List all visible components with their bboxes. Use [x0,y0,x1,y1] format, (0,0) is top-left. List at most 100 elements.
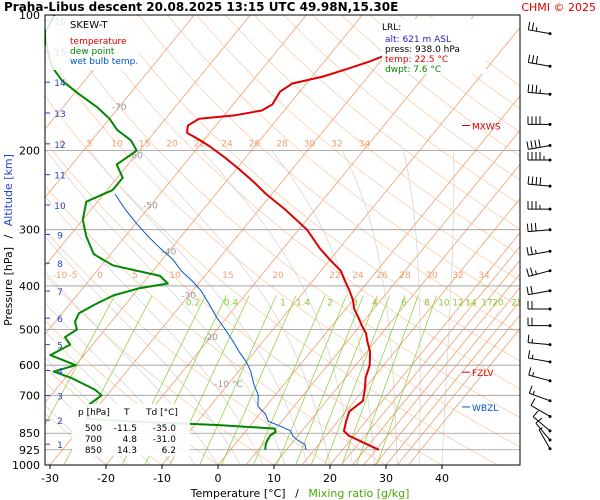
altitude-tick-label: 2 [57,417,63,427]
mixing-ratio-label: 20 [492,298,504,308]
mixing-ratio-label: 10 [438,298,450,308]
temperature-tick-label: 20 [323,472,337,485]
wind-barb [526,246,552,256]
wind-barb-staff [530,405,551,417]
x-axis-label: Temperature [°C] / Mixing ratio [g/kg] [190,487,410,500]
wind-barb [527,84,552,96]
wind-barb-staff [532,416,551,432]
legend-heading: SKEW-T [70,20,108,31]
y-axis-label: Pressure [hPa] / Altitude [km] [2,154,15,326]
isotherm [45,15,195,199]
mixing-ratio-line [253,295,326,465]
mixing-ratio-label: 0.4 [224,298,239,308]
mixing-ratio-label: 17 [481,298,492,308]
plot-background [45,15,520,465]
altitude-tick-label: 9 [57,232,63,242]
mixing-ratio-label: 2 [327,298,333,308]
isotherm-label: 30 [304,139,316,149]
wind-barb-dot [548,307,552,311]
legend-wetbulb: wet bulb temp. [70,57,138,67]
wind-barbs [526,21,552,451]
altitude-tick-label: 14 [54,79,66,89]
pressure-tick: 300 [19,224,40,237]
wind-barb-feather [527,350,531,359]
wind-barb-staff [528,374,551,382]
wind-barb-dot [548,144,552,148]
pressure-tick: 400 [19,280,40,293]
isotherm [45,15,363,404]
legend-dewpoint: dew point [70,47,115,57]
wind-barb-dot [548,207,552,211]
pressure-tick: 100 [19,9,40,22]
isotherm-label: -30 [181,291,196,301]
wind-barb-dot [548,399,552,403]
pressure-tick: 850 [19,427,40,440]
table-header-td: Td [°C] [145,408,178,418]
mixing-ratio-label: 3 [352,298,358,308]
plot-frame [44,14,521,466]
mixing-ratio-label: 6 [401,298,407,308]
table-header-t: T [123,408,130,418]
altitude-tick-label: 11 [54,172,65,182]
pressure-tick: 200 [19,144,40,157]
wind-barb-staff [528,290,551,296]
isotherm [273,163,520,465]
wind-barb-dot [548,269,552,273]
mixing-ratio-line [310,295,378,465]
temperature-tick-label: -30 [41,472,59,485]
isotherm-label: 34 [478,271,490,281]
pressure-tick: 925 [19,444,40,457]
isotherm-label: 24 [352,271,364,281]
dry-adiabat [51,15,520,419]
mixing-ratio-label: 4 [372,298,378,308]
mixing-ratio-label: 14 [465,298,477,308]
wind-barb-staff [528,229,551,233]
y-axis-label-altitude: Altitude [km] [2,154,15,226]
x-axis-label-sep: / [295,487,299,500]
table-cell: 6.2 [162,446,176,456]
table-header-p: p [hPa] [78,408,110,418]
wind-barb-dot [548,379,552,383]
dry-adiabat [109,15,520,362]
isotherm-label: 22 [329,271,340,281]
isotherm-label: 20 [166,139,178,149]
wetbulb-line [114,193,307,450]
table-cell: -11.5 [114,424,137,434]
temperature-tick-labels: -30 -20 -10 0 10 20 30 40 [41,465,449,485]
wind-barb-feather [531,22,535,31]
isotherms [45,15,520,465]
altitude-tick-label: 3 [57,393,63,403]
wind-barb-staff [528,183,551,187]
temperature-tick-label: 30 [379,472,393,485]
wind-barb-feather [530,267,534,276]
legend: SKEW-T temperature dew point wet bulb te… [46,16,139,70]
temperature-tick-label: -20 [97,472,115,485]
isotherm [161,27,520,465]
wind-barb-staff [535,422,551,441]
isotherm-label: 28 [276,139,288,149]
sounding-table: p [hPa] T Td [°C] 500 -11.5 -35.0 700 4.… [72,404,190,456]
wind-barb [532,410,552,433]
table-cell: -31.0 [153,435,177,445]
lrl-alt: alt: 621 m ASL [385,35,451,45]
wind-barb-feather [535,176,538,185]
wind-barb-dot [548,343,552,347]
wind-barb-dot [548,228,552,232]
table-cell: -35.0 [153,424,177,434]
isotherm [45,15,307,335]
wind-barb [538,427,552,451]
wind-barb-feather [527,54,531,63]
wind-barb [535,417,552,442]
isotherm-label: -70 [112,103,127,113]
dry-adiabat [196,15,520,281]
temperature-tick-label: 40 [435,472,449,485]
x-axis-label-mixing: Mixing ratio [g/kg] [308,487,409,500]
isotherm-label: 32 [452,271,463,281]
wind-barb-feather [527,84,530,93]
wind-barb-staff [528,61,551,67]
lrl-title: LRL: [382,23,401,33]
wind-barb-dot [548,64,552,68]
level-label-wbzl: WBZL [472,404,498,414]
wind-barb-half-feather [532,390,535,395]
